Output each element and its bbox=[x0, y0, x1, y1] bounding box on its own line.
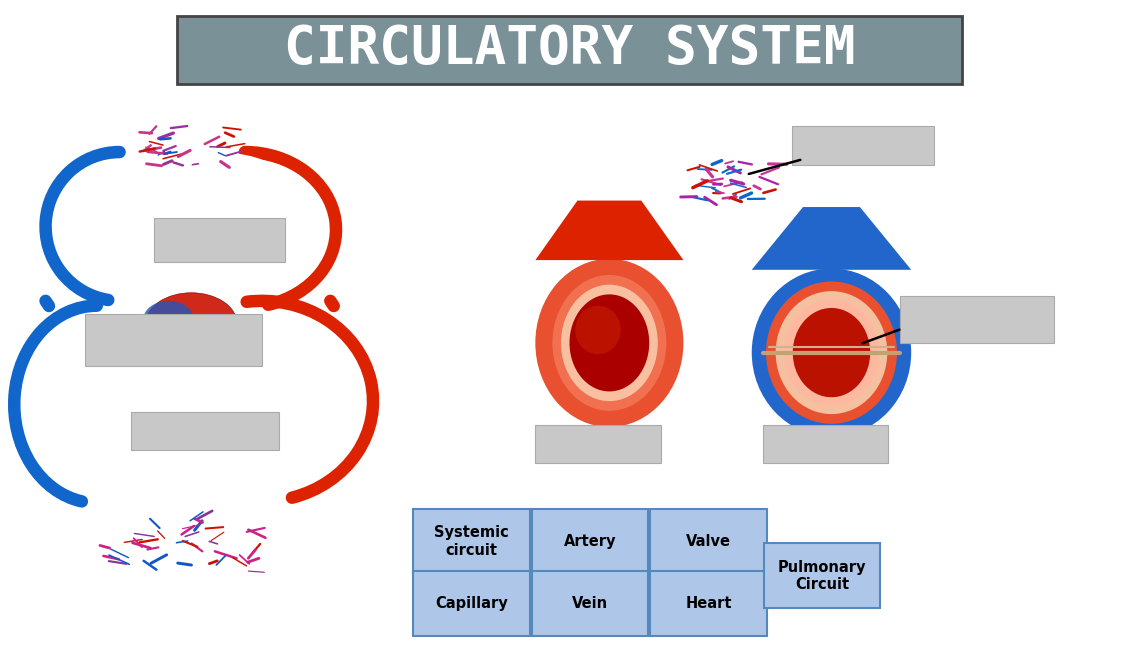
Text: Pulmonary
Circuit: Pulmonary Circuit bbox=[778, 560, 867, 592]
Ellipse shape bbox=[776, 291, 887, 414]
Ellipse shape bbox=[535, 259, 683, 427]
Ellipse shape bbox=[765, 281, 898, 424]
FancyBboxPatch shape bbox=[900, 296, 1054, 343]
Ellipse shape bbox=[752, 269, 911, 437]
FancyBboxPatch shape bbox=[532, 509, 648, 574]
Polygon shape bbox=[535, 201, 683, 260]
FancyBboxPatch shape bbox=[131, 412, 279, 450]
Ellipse shape bbox=[575, 306, 621, 355]
Ellipse shape bbox=[793, 308, 870, 397]
Ellipse shape bbox=[560, 285, 658, 401]
Text: CIRCULATORY SYSTEM: CIRCULATORY SYSTEM bbox=[284, 23, 855, 75]
Ellipse shape bbox=[146, 292, 237, 355]
FancyBboxPatch shape bbox=[792, 126, 934, 165]
FancyBboxPatch shape bbox=[413, 509, 530, 574]
Text: Systemic
circuit: Systemic circuit bbox=[434, 525, 509, 558]
Text: Vein: Vein bbox=[572, 596, 608, 611]
FancyBboxPatch shape bbox=[763, 425, 888, 463]
Polygon shape bbox=[752, 207, 911, 270]
Text: Valve: Valve bbox=[686, 534, 731, 549]
Text: Heart: Heart bbox=[686, 596, 731, 611]
Text: Capillary: Capillary bbox=[435, 596, 508, 611]
Ellipse shape bbox=[144, 301, 194, 340]
FancyBboxPatch shape bbox=[413, 571, 530, 636]
Ellipse shape bbox=[784, 299, 879, 406]
FancyBboxPatch shape bbox=[177, 16, 962, 84]
Ellipse shape bbox=[552, 275, 666, 411]
FancyBboxPatch shape bbox=[154, 218, 285, 262]
FancyBboxPatch shape bbox=[532, 571, 648, 636]
FancyBboxPatch shape bbox=[650, 571, 767, 636]
Text: Artery: Artery bbox=[564, 534, 616, 549]
FancyBboxPatch shape bbox=[535, 425, 661, 463]
FancyBboxPatch shape bbox=[650, 509, 767, 574]
Ellipse shape bbox=[142, 152, 290, 223]
FancyBboxPatch shape bbox=[85, 314, 262, 366]
FancyBboxPatch shape bbox=[764, 543, 880, 608]
Ellipse shape bbox=[570, 294, 649, 391]
